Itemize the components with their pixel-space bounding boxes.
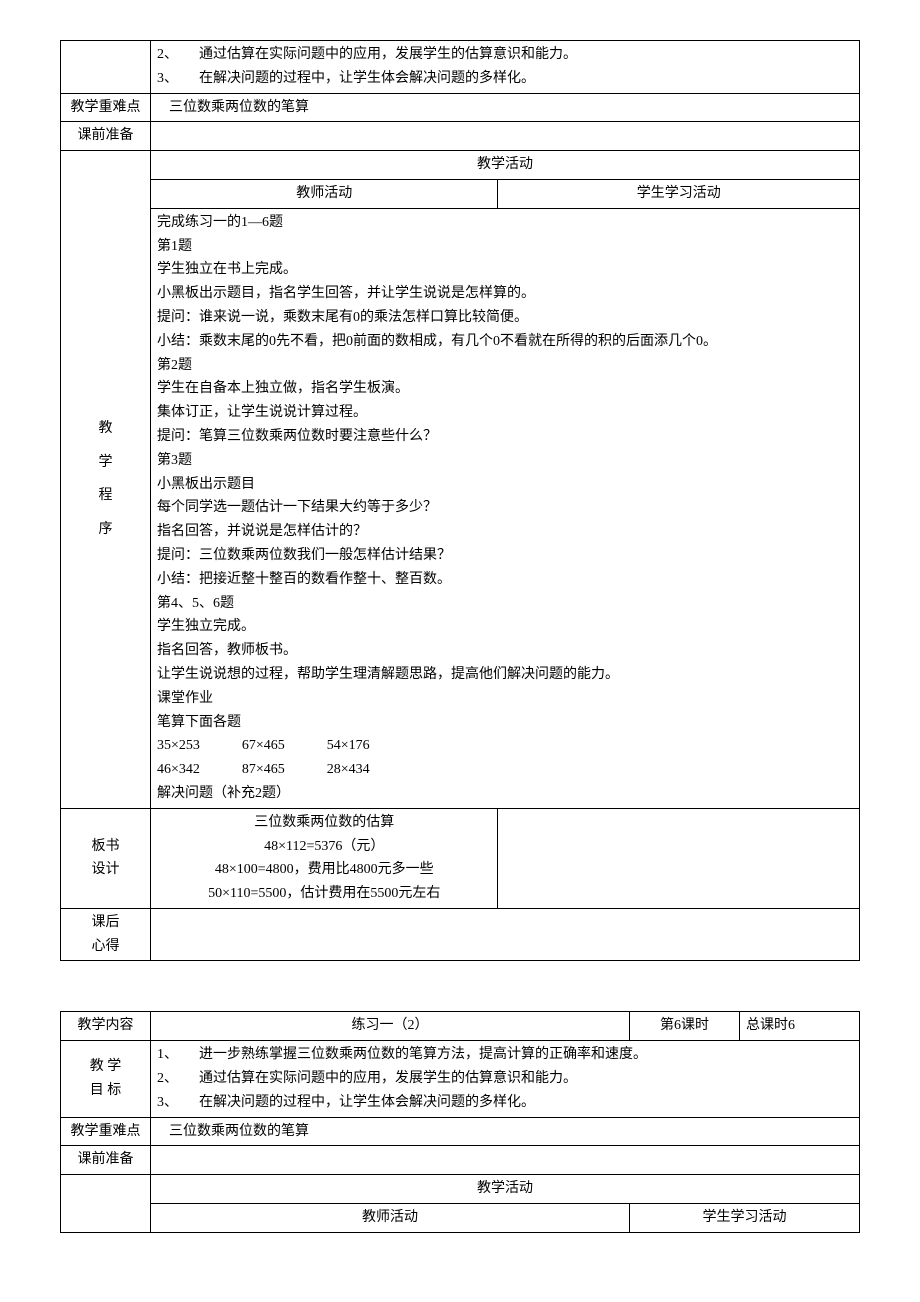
goal-cont: 2、 通过估算在实际问题中的应用，发展学生的估算意识和能力。 3、 在解决问题的…: [151, 41, 860, 94]
content-value: 练习一（2）: [151, 1012, 630, 1041]
keypoint2-value: 三位数乘两位数的笔算: [151, 1117, 860, 1146]
process-label-char: 教: [67, 417, 144, 441]
total-label: 总课时6: [740, 1012, 860, 1041]
process-line: 学生在自备本上独立做，指名学生板演。: [157, 377, 853, 401]
process-label-char: 序: [67, 518, 144, 542]
process-line: 集体订正，让学生说说计算过程。: [157, 401, 853, 425]
keypoint-value: 三位数乘两位数的笔算: [151, 93, 860, 122]
process-line: 让学生说说想的过程，帮助学生理清解题思路，提高他们解决问题的能力。: [157, 663, 853, 687]
lesson-table-1: 2、 通过估算在实际问题中的应用，发展学生的估算意识和能力。 3、 在解决问题的…: [60, 40, 860, 961]
process-line: 完成练习一的1—6题: [157, 211, 853, 235]
board-label: 板书 设计: [61, 808, 151, 908]
process-line: 第3题: [157, 449, 853, 473]
process-line: 提问：三位数乘两位数我们一般怎样估计结果？: [157, 544, 853, 568]
process-label-char: 程: [67, 484, 144, 508]
activity-header: 教学活动: [151, 151, 860, 180]
afterclass-value: [151, 908, 860, 961]
process-line: 学生独立在书上完成。: [157, 258, 853, 282]
board-content: 三位数乘两位数的估算48×112=5376（元）48×100=4800，费用比4…: [151, 808, 498, 908]
prep-value: [151, 122, 860, 151]
goal-line-2: 2、 通过估算在实际问题中的应用，发展学生的估算意识和能力。: [157, 43, 853, 67]
goal2-line: 3、 在解决问题的过程中，让学生体会解决问题的多样化。: [157, 1091, 853, 1115]
student2-header: 学生学习活动: [630, 1204, 860, 1233]
goal-value: 1、 进一步熟练掌握三位数乘两位数的笔算方法，提高计算的正确率和速度。2、 通过…: [151, 1041, 860, 1117]
student-header: 学生学习活动: [498, 179, 860, 208]
process-line: 学生独立完成。: [157, 615, 853, 639]
process-line: 第2题: [157, 354, 853, 378]
process-line: 提问：谁来说一说，乘数末尾有0的乘法怎样口算比较简便。: [157, 306, 853, 330]
lesson-table-2: 教学内容 练习一（2） 第6课时 总课时6 教 学 目 标 1、 进一步熟练掌握…: [60, 1011, 860, 1232]
process-line: 笔算下面各题: [157, 711, 853, 735]
board-line: 三位数乘两位数的估算: [157, 811, 491, 835]
keypoint2-label: 教学重难点: [61, 1117, 151, 1146]
process-body: 完成练习一的1—6题第1题学生独立在书上完成。小黑板出示题目，指名学生回答，并让…: [151, 208, 860, 808]
board-right: [498, 808, 860, 908]
process-line: 每个同学选一题估计一下结果大约等于多少？: [157, 496, 853, 520]
process-line: 小黑板出示题目，指名学生回答，并让学生说说是怎样算的。: [157, 282, 853, 306]
board-line: 48×112=5376（元）: [157, 835, 491, 859]
process-line: 小结：乘数末尾的0先不看，把0前面的数相成，有几个0不看就在所得的积的后面添几个…: [157, 330, 853, 354]
process-label: 教学程序: [61, 151, 151, 809]
process-line: 指名回答，教师板书。: [157, 639, 853, 663]
prep2-value: [151, 1146, 860, 1175]
process-line: 第1题: [157, 235, 853, 259]
teacher2-header: 教师活动: [151, 1204, 630, 1233]
process-line: 课堂作业: [157, 687, 853, 711]
prep-label: 课前准备: [61, 122, 151, 151]
activity2-header: 教学活动: [151, 1175, 860, 1204]
keypoint-label: 教学重难点: [61, 93, 151, 122]
process-line: 46×342 87×465 28×434: [157, 758, 853, 782]
teacher-header: 教师活动: [151, 179, 498, 208]
process-line: 提问：笔算三位数乘两位数时要注意些什么？: [157, 425, 853, 449]
process-line: 35×253 67×465 54×176: [157, 734, 853, 758]
board-line: 50×110=5500，估计费用在5500元左右: [157, 882, 491, 906]
content-label: 教学内容: [61, 1012, 151, 1041]
process-line: 解决问题（补充2题）: [157, 782, 853, 806]
process-line: 第4、5、6题: [157, 592, 853, 616]
goal-line-3: 3、 在解决问题的过程中，让学生体会解决问题的多样化。: [157, 67, 853, 91]
board-line: 48×100=4800，费用比4800元多一些: [157, 858, 491, 882]
goal2-line: 2、 通过估算在实际问题中的应用，发展学生的估算意识和能力。: [157, 1067, 853, 1091]
prep2-label: 课前准备: [61, 1146, 151, 1175]
goal2-line: 1、 进一步熟练掌握三位数乘两位数的笔算方法，提高计算的正确率和速度。: [157, 1043, 853, 1067]
process-line: 指名回答，并说说是怎样估计的？: [157, 520, 853, 544]
process-label-char: 学: [67, 451, 144, 475]
afterclass-label: 课后 心得: [61, 908, 151, 961]
goal-label: 教 学 目 标: [61, 1041, 151, 1117]
period-label: 第6课时: [630, 1012, 740, 1041]
process-line: 小黑板出示题目: [157, 473, 853, 497]
process-line: 小结：把接近整十整百的数看作整十、整百数。: [157, 568, 853, 592]
